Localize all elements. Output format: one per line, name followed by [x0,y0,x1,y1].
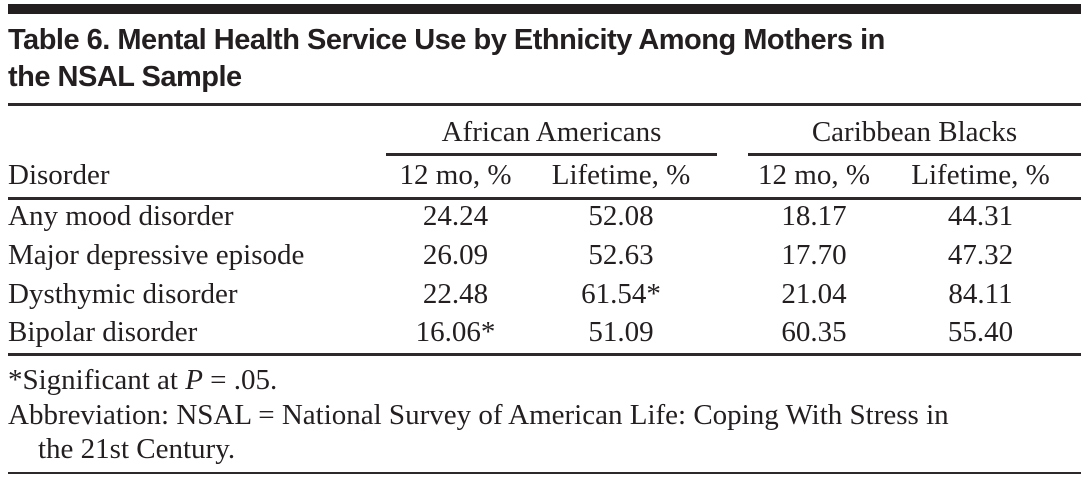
spacer-cell [8,106,386,154]
table-row: Any mood disorder 24.24 52.08 18.17 44.3… [8,198,1081,237]
cell-value: 24.24 [422,200,489,232]
bottom-rule [8,471,1081,474]
cell-value: 52.08 [588,200,654,232]
row-header-cell: Bipolar disorder [8,315,386,356]
table-title: Table 6. Mental Health Service Use by Et… [8,22,1081,96]
spacer-cell [717,276,748,315]
significance-prefix: *Significant at [8,363,186,396]
cell-value: 55.40 [880,315,1082,356]
cell-value: 47.32 [947,239,1014,271]
cell-value: 21.04 [781,278,847,310]
abbreviation-line-1: Abbreviation: NSAL = National Survey of … [8,398,949,431]
table-row: Major depressive episode 26.09 52.63 17.… [8,237,1081,276]
abbreviation-footnote: Abbreviation: NSAL = National Survey of … [8,398,1081,466]
cell-value: 17.70 [781,239,847,271]
column-header-aa-lifetime: Lifetime, % [525,154,718,200]
table-row: Dysthymic disorder 22.48 61.54* 21.04 84… [8,276,1081,315]
cell-value: 18.17 [781,200,847,232]
column-header-cb-lifetime: Lifetime, % [880,154,1082,200]
spacer-cell [717,237,748,276]
cell-value: 16.06* [386,315,525,356]
cell-value: 44.31 [947,200,1014,232]
data-table: African Americans Caribbean Blacks Disor… [8,106,1082,356]
column-header-row: Disorder 12 mo, % Lifetime, % 12 mo, % L… [8,154,1082,200]
top-rule [8,4,1081,14]
cell-value: 60.35 [748,315,881,356]
spacer-cell [717,315,749,356]
spacer-cell [717,154,749,200]
cell-value: 26.09 [422,239,489,271]
group-header-african-americans: African Americans [386,106,718,156]
cell-value: 51.09 [525,315,718,356]
abbreviation-line-2: the 21st Century. [38,432,236,465]
table-footnotes: *Significant at P = .05. Abbreviation: N… [8,363,1081,466]
row-header-cell: Major depressive episode [8,239,305,271]
cell-value: 22.48 [422,278,489,310]
cell-value: 52.63 [588,239,654,271]
p-value-symbol: P [185,363,203,396]
group-header-row: African Americans Caribbean Blacks [8,106,1082,156]
column-header-aa-12mo: 12 mo, % [386,154,525,200]
spacer-cell [717,106,748,154]
significance-footnote: *Significant at P = .05. [8,363,1081,397]
significance-suffix: = .05. [202,363,278,396]
title-divider-rule [8,103,1081,106]
group-header-caribbean-blacks: Caribbean Blacks [748,106,1082,156]
table-row: Bipolar disorder 16.06* 51.09 60.35 55.4… [8,315,1082,356]
cell-value: 61.54* [581,278,661,310]
row-header-cell: Dysthymic disorder [8,278,238,310]
spacer-cell [717,198,748,237]
cell-value: 84.11 [948,278,1013,310]
column-header-cb-12mo: 12 mo, % [748,154,881,200]
row-header-cell: Any mood disorder [8,200,234,232]
table-title-line-1: Table 6. Mental Health Service Use by Et… [8,24,885,56]
table-title-line-2: the NSAL Sample [8,61,242,93]
column-header-disorder: Disorder [8,154,386,200]
